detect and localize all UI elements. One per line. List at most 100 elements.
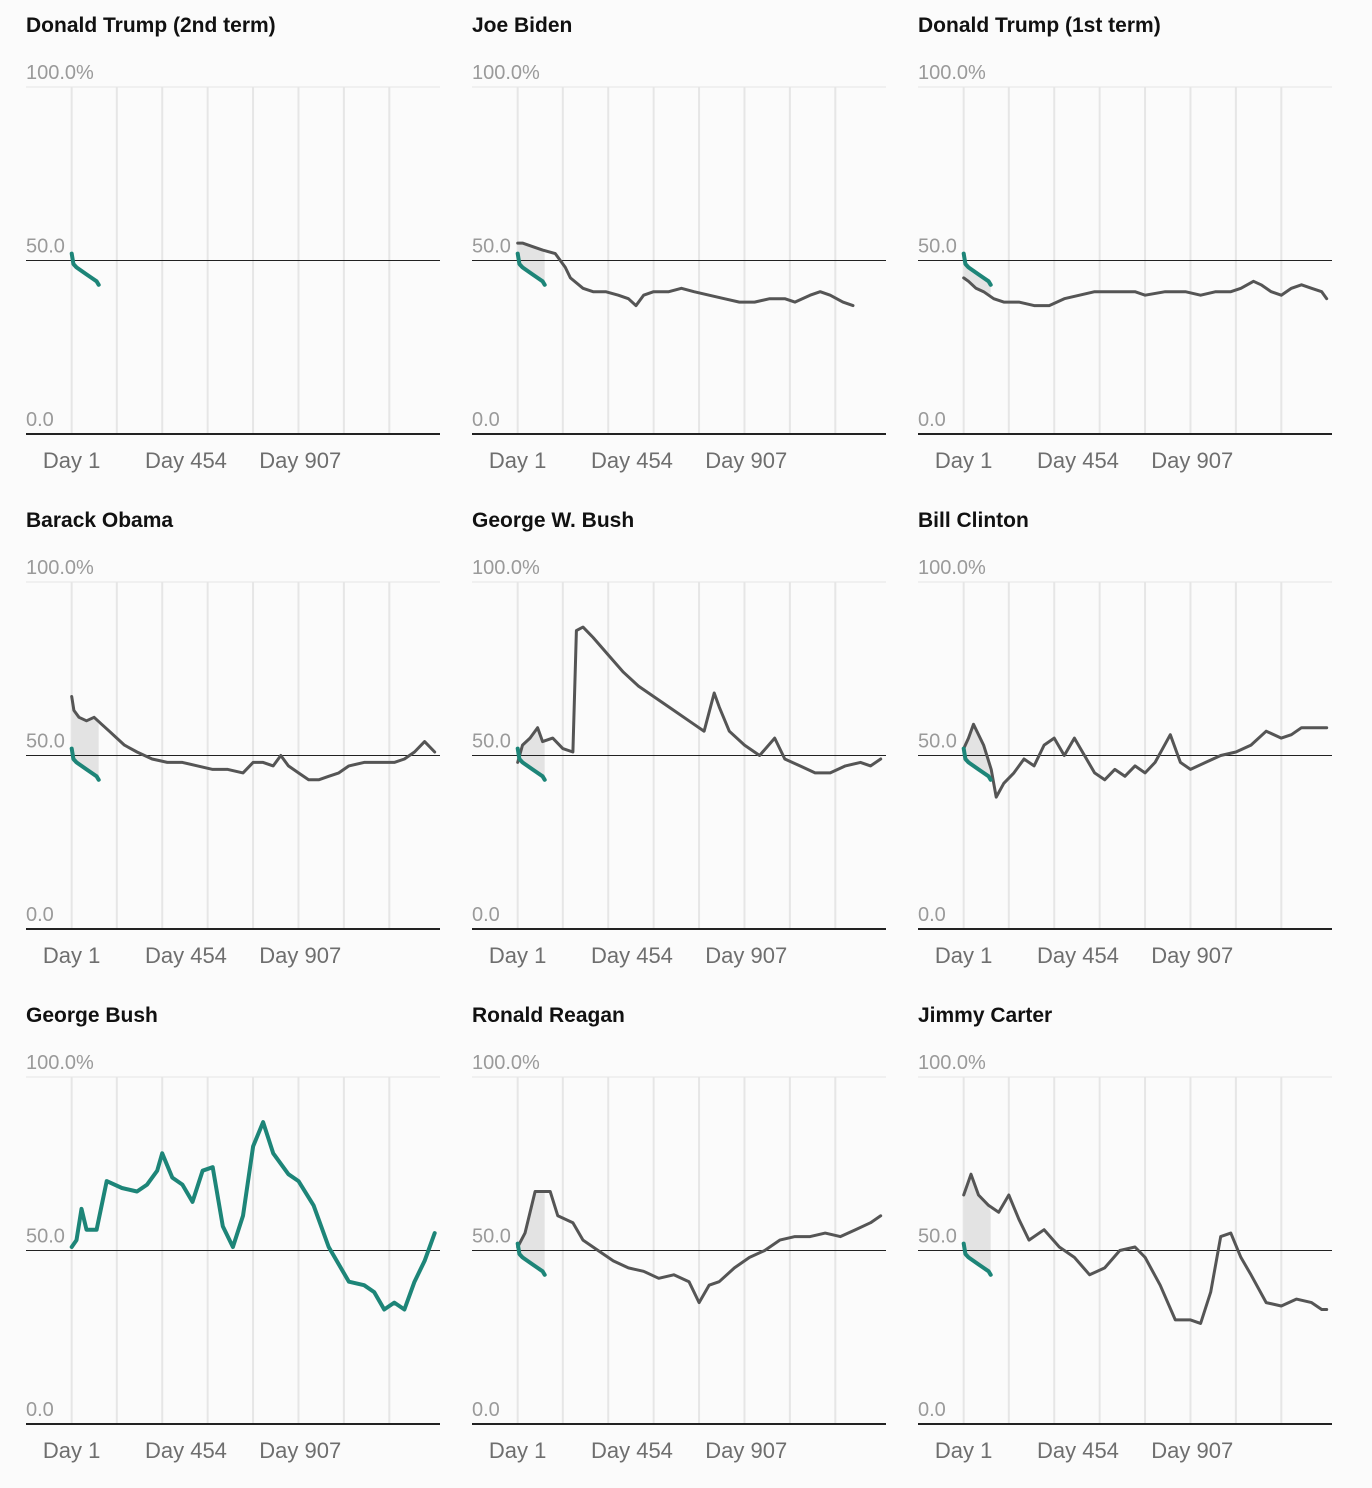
y-tick-label: 100.0% <box>472 1052 540 1074</box>
y-tick-label: 100.0% <box>472 62 540 84</box>
y-tick-label: 50.0 <box>26 731 65 753</box>
x-tick-label: Day 1 <box>935 1438 992 1463</box>
panel-donald-trump-1st-term: Donald Trump (1st term) 100.0% 50.0 0.0 Day… <box>918 0 1338 490</box>
y-tick-label: 100.0% <box>26 1052 94 1074</box>
y-tick-label: 0.0 <box>472 409 500 431</box>
range-band <box>963 1174 991 1275</box>
x-tick-label: Day 1 <box>43 448 100 473</box>
x-tick-label: Day 907 <box>705 448 787 473</box>
y-tick-label: 50.0 <box>918 731 957 753</box>
x-tick-label: Day 907 <box>259 943 341 968</box>
panel-title: Donald Trump (1st term) <box>918 14 1161 37</box>
panel-jimmy-carter: Jimmy Carter 100.0% 50.0 0.0 Day 1 Day 454 Da… <box>918 990 1338 1480</box>
panel-bill-clinton: Bill Clinton 100.0% 50.0 0.0 Day 1 Day 454 Da… <box>918 495 1338 985</box>
x-tick-label: Day 1 <box>43 943 100 968</box>
y-tick-label: 50.0 <box>918 1226 957 1248</box>
panel-title: Ronald Reagan <box>472 1004 625 1027</box>
y-tick-label: 50.0 <box>472 731 511 753</box>
y-tick-label: 100.0% <box>472 557 540 579</box>
y-tick-label: 0.0 <box>472 904 500 926</box>
panel-title: Jimmy Carter <box>918 1004 1053 1027</box>
range-band <box>517 243 545 285</box>
x-tick-label: Day 454 <box>591 943 673 968</box>
panel-title: George Bush <box>26 1004 158 1027</box>
x-tick-label: Day 907 <box>259 448 341 473</box>
panel-donald-trump-2nd-term: Donald Trump (2nd term) 100.0% 50.0 0.0 Day… <box>26 0 446 490</box>
series-line-comparison <box>962 276 1329 308</box>
panel-title: Donald Trump (2nd term) <box>26 14 276 37</box>
series-line-current <box>961 251 993 287</box>
line-chart: 100.0% 50.0 0.0 Day 1 Day 454 Day 907 <box>918 557 1332 968</box>
panel-title: George W. Bush <box>472 509 635 532</box>
y-tick-label: 0.0 <box>918 904 946 926</box>
panel-george-w-bush: George W. Bush 100.0% 50.0 0.0 Day 1 Day 454… <box>472 495 892 985</box>
x-tick-label: Day 907 <box>705 943 787 968</box>
series-line-current <box>69 746 101 782</box>
x-tick-label: Day 454 <box>591 1438 673 1463</box>
x-tick-label: Day 454 <box>1037 943 1119 968</box>
range-band <box>963 724 991 780</box>
series-line-comparison <box>516 241 855 308</box>
x-tick-label: Day 907 <box>1151 448 1233 473</box>
series-line-comparison <box>70 695 437 782</box>
x-tick-label: Day 907 <box>259 1438 341 1463</box>
y-tick-label: 100.0% <box>26 62 94 84</box>
x-tick-label: Day 1 <box>43 1438 100 1463</box>
x-tick-label: Day 1 <box>489 448 546 473</box>
x-tick-label: Day 454 <box>145 1438 227 1463</box>
y-tick-label: 0.0 <box>26 409 54 431</box>
panel-title: Joe Biden <box>472 14 573 37</box>
x-tick-label: Day 907 <box>705 1438 787 1463</box>
y-tick-label: 50.0 <box>472 236 511 258</box>
line-chart: 100.0% 50.0 0.0 Day 1 Day 454 Day 907 <box>472 1052 886 1463</box>
y-tick-label: 50.0 <box>26 236 65 258</box>
line-chart: 100.0% 50.0 0.0 Day 1 Day 454 Day 907 <box>918 1052 1332 1463</box>
y-tick-label: 0.0 <box>918 409 946 431</box>
y-tick-label: 100.0% <box>918 62 986 84</box>
x-tick-label: Day 907 <box>1151 943 1233 968</box>
line-chart: 100.0% 50.0 0.0 Day 1 Day 454 Day 907 <box>472 557 886 968</box>
series-line-current <box>69 251 101 287</box>
y-tick-label: 0.0 <box>472 1399 500 1421</box>
x-tick-label: Day 1 <box>489 943 546 968</box>
series-line-comparison <box>516 1190 883 1305</box>
range-band <box>963 253 991 299</box>
x-tick-label: Day 454 <box>1037 1438 1119 1463</box>
x-tick-label: Day 454 <box>145 448 227 473</box>
y-tick-label: 0.0 <box>26 1399 54 1421</box>
x-tick-label: Day 1 <box>489 1438 546 1463</box>
panel-ronald-reagan: Ronald Reagan 100.0% 50.0 0.0 Day 1 Day 454 D… <box>472 990 892 1480</box>
series-line-current <box>961 1241 993 1277</box>
y-tick-label: 100.0% <box>26 557 94 579</box>
line-chart: 100.0% 50.0 0.0 Day 1 Day 454 Day 907 <box>26 62 440 473</box>
series-line-current <box>515 1241 547 1277</box>
range-band <box>517 1191 545 1275</box>
panel-barack-obama: Barack Obama 100.0% 50.0 0.0 Day 1 Day 454 Da… <box>26 495 446 985</box>
x-tick-label: Day 907 <box>1151 1438 1233 1463</box>
y-tick-label: 50.0 <box>26 1226 65 1248</box>
x-tick-label: Day 454 <box>591 448 673 473</box>
line-chart: 100.0% 50.0 0.0 Day 1 Day 454 Day 907 <box>472 62 886 473</box>
series-line-current <box>961 746 993 782</box>
series-line-current <box>515 746 547 782</box>
range-band <box>517 727 545 780</box>
series-line-current <box>69 1120 437 1312</box>
y-tick-label: 100.0% <box>918 557 986 579</box>
line-chart: 100.0% 50.0 0.0 Day 1 Day 454 Day 907 <box>26 557 440 968</box>
panel-title: Bill Clinton <box>918 509 1029 532</box>
y-tick-label: 50.0 <box>472 1226 511 1248</box>
x-tick-label: Day 454 <box>145 943 227 968</box>
y-tick-label: 0.0 <box>26 904 54 926</box>
panel-george-bush: George Bush 100.0% 50.0 0.0 Day 1 Day 454 Day… <box>26 990 446 1480</box>
y-tick-label: 50.0 <box>918 236 957 258</box>
series-line-current <box>515 251 547 287</box>
x-tick-label: Day 454 <box>1037 448 1119 473</box>
x-tick-label: Day 1 <box>935 943 992 968</box>
y-tick-label: 0.0 <box>918 1399 946 1421</box>
panel-title: Barack Obama <box>26 509 174 532</box>
line-chart: 100.0% 50.0 0.0 Day 1 Day 454 Day 907 <box>26 1052 440 1463</box>
series-line-comparison <box>962 722 1329 799</box>
line-chart: 100.0% 50.0 0.0 Day 1 Day 454 Day 907 <box>918 62 1332 473</box>
x-tick-label: Day 1 <box>935 448 992 473</box>
